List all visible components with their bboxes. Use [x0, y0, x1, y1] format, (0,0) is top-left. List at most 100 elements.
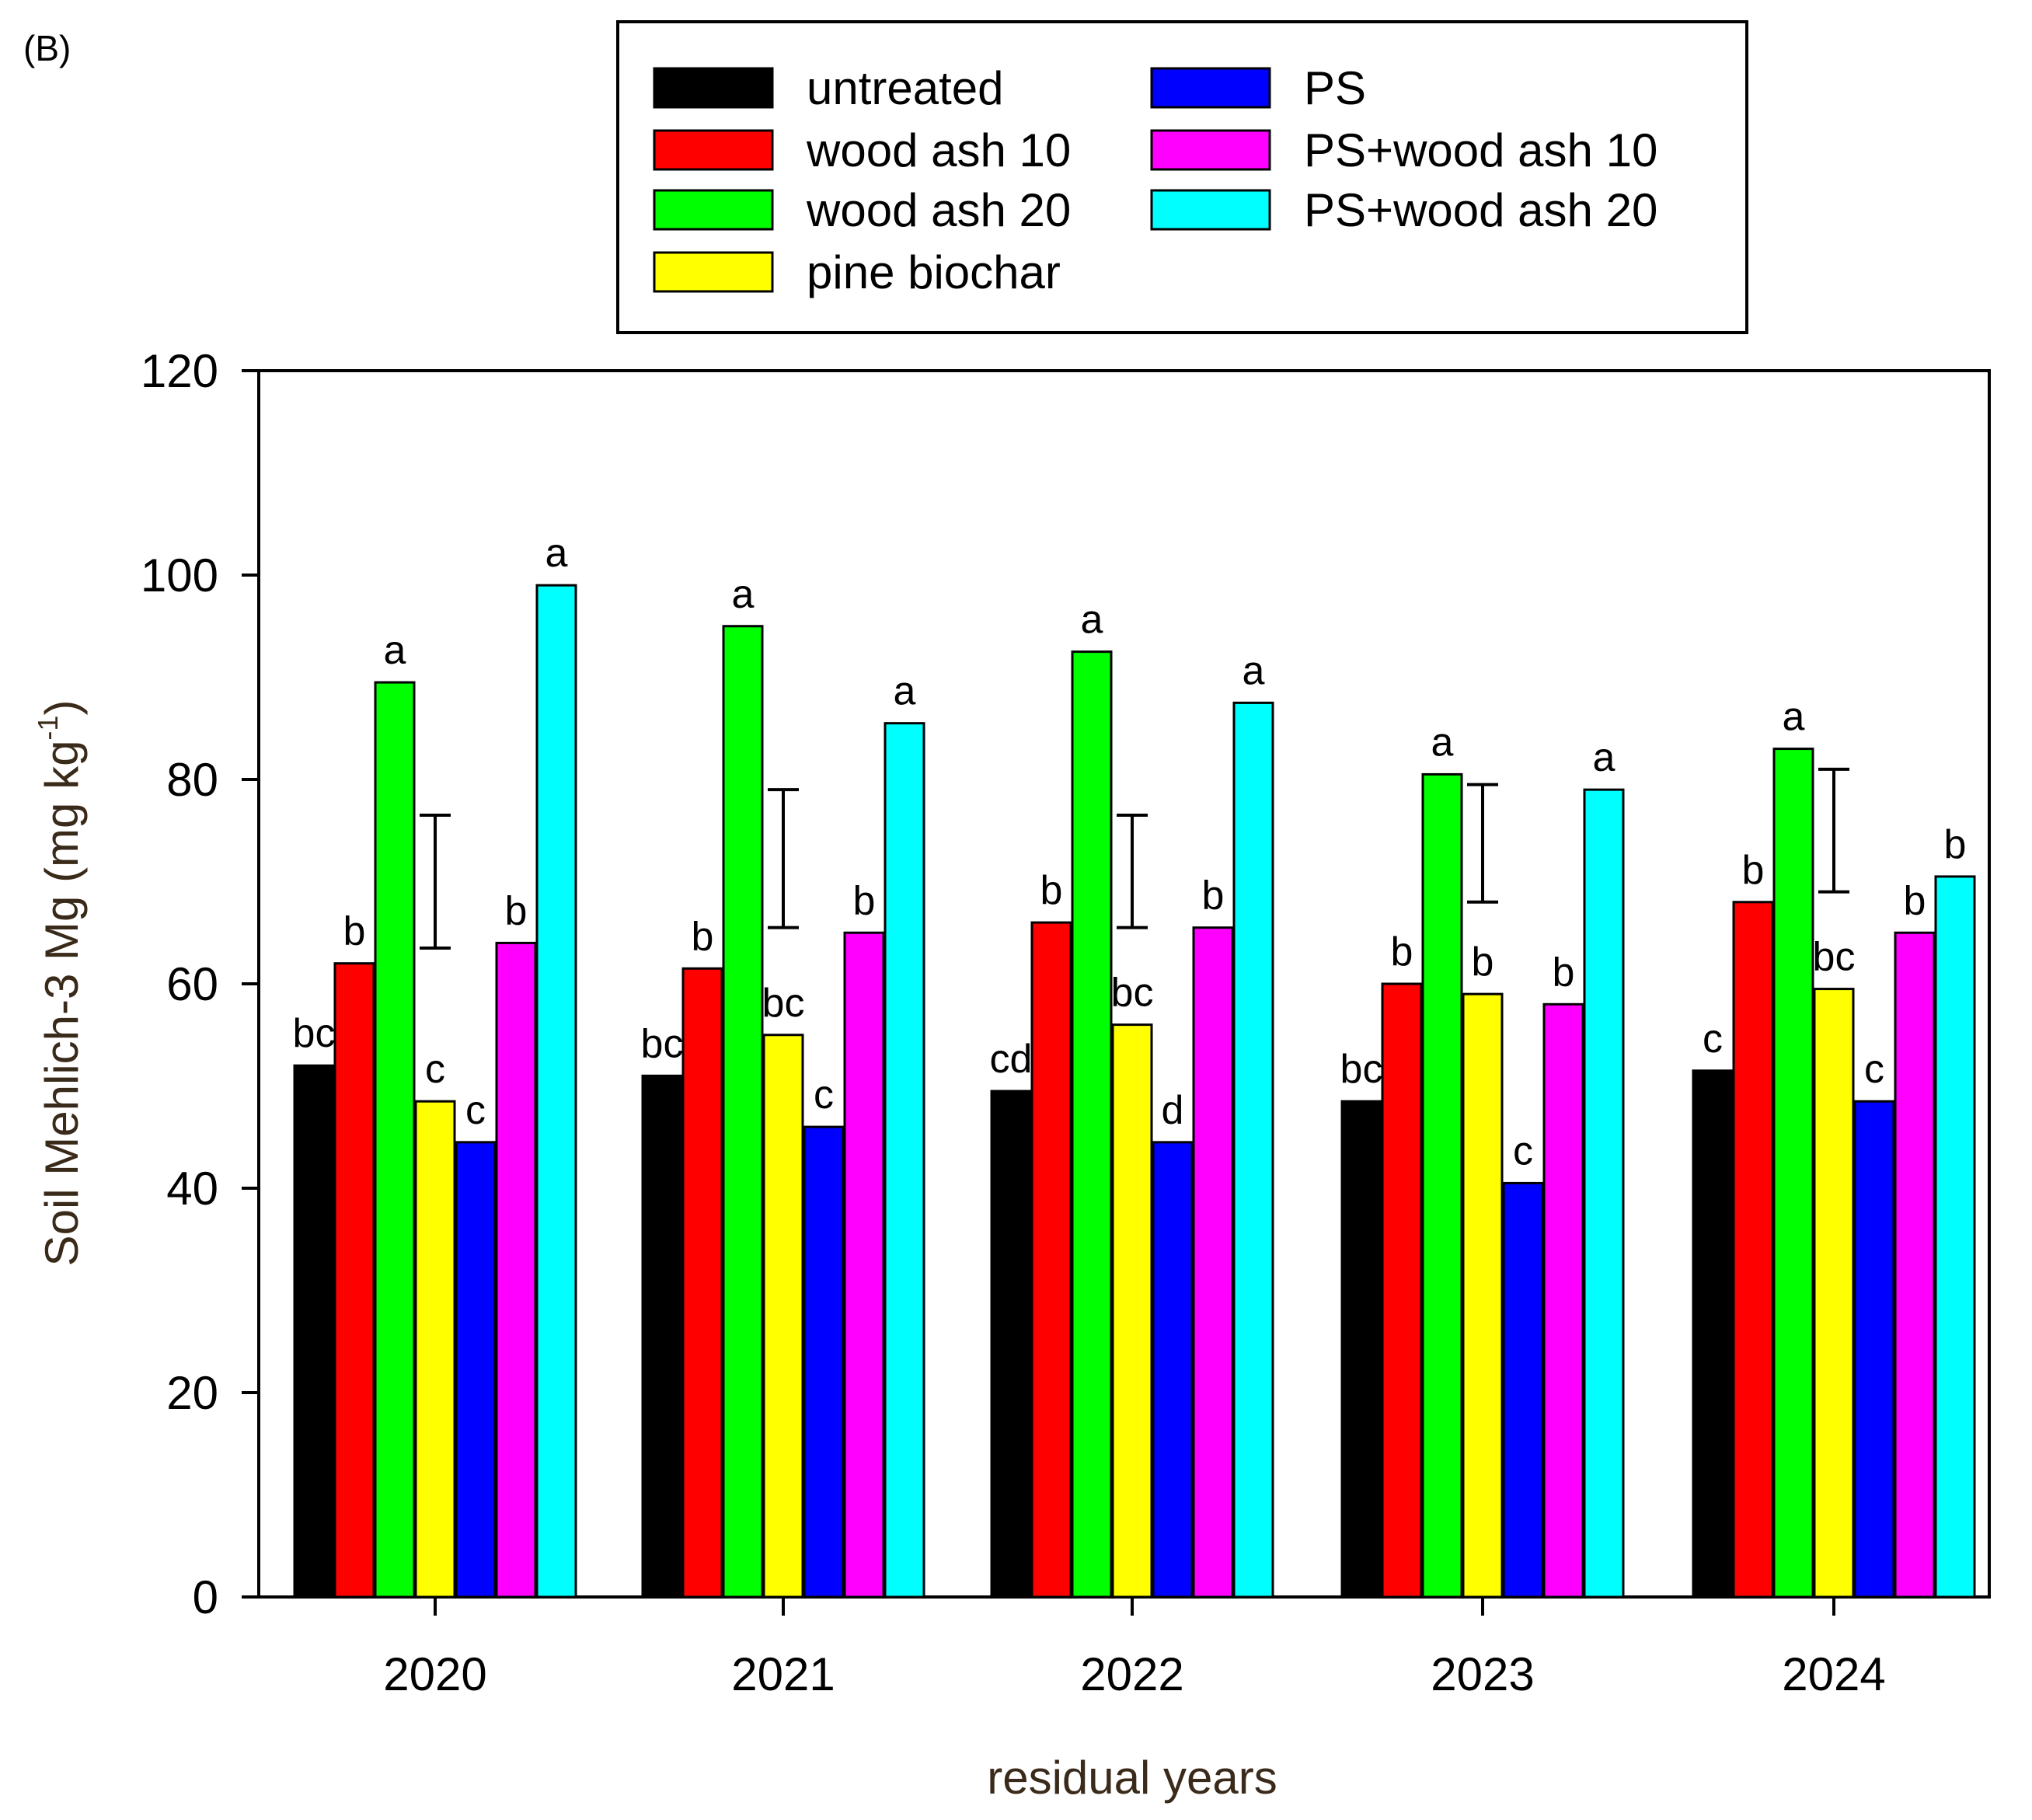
bar-ps-2023	[1502, 1181, 1544, 1599]
bar-untreated-2020	[293, 1064, 335, 1599]
bar-wood-ash-20-2023	[1421, 772, 1463, 1599]
legend-item-wood-ash-10: wood ash 10	[653, 124, 1071, 176]
bar-label-wood-ash-10-2021: b	[692, 914, 714, 959]
bar-label-wood-ash-20-2023: a	[1431, 720, 1454, 765]
bar-label-ps-wood-ash-20-2022: a	[1243, 648, 1265, 693]
bar-label-ps-2022: d	[1162, 1088, 1184, 1133]
x-tick-label-2024: 2024	[1782, 1648, 1885, 1700]
bar-label-ps-wood-ash-10-2022: b	[1202, 873, 1225, 919]
bar-label-ps-wood-ash-20-2024: b	[1944, 822, 1967, 867]
bar-pine-biochar-2024	[1813, 988, 1855, 1599]
bar-ps-wood-ash-20-2021	[884, 722, 925, 1599]
bar-label-pine-biochar-2024: bc	[1813, 935, 1856, 980]
bar-pine-biochar-2021	[762, 1034, 804, 1599]
bar-pine-biochar-2020	[414, 1100, 456, 1599]
bar-ps-wood-ash-10-2021	[843, 931, 885, 1599]
bar-ps-wood-ash-10-2023	[1542, 1002, 1584, 1599]
bar-label-ps-wood-ash-20-2020: a	[545, 531, 568, 576]
bar-label-ps-2020: c	[465, 1088, 486, 1133]
bar-ps-wood-ash-10-2022	[1192, 926, 1234, 1599]
x-tick-label-2023: 2023	[1431, 1648, 1534, 1700]
bar-label-untreated-2022: cd	[990, 1037, 1033, 1082]
bar-untreated-2023	[1340, 1100, 1382, 1599]
legend-swatch-ps-wood-ash-20	[1150, 189, 1271, 231]
y-tick-label: 20	[166, 1367, 218, 1419]
bar-ps-wood-ash-20-2020	[535, 584, 577, 1599]
bar-label-pine-biochar-2022: bc	[1111, 971, 1154, 1016]
bar-ps-2024	[1853, 1100, 1895, 1599]
bar-label-wood-ash-10-2023: b	[1391, 929, 1413, 975]
bar-label-ps-wood-ash-10-2020: b	[505, 888, 528, 933]
y-tick-label: 100	[141, 549, 218, 601]
bar-ps-wood-ash-20-2023	[1583, 788, 1625, 1599]
bar-untreated-2021	[641, 1074, 683, 1599]
bar-label-wood-ash-20-2021: a	[732, 572, 755, 617]
legend-label-ps: PS	[1304, 62, 1366, 114]
bar-ps-wood-ash-20-2024	[1934, 875, 1976, 1599]
bar-ps-wood-ash-10-2020	[495, 941, 537, 1599]
bar-label-pine-biochar-2021: bc	[762, 981, 805, 1026]
bar-untreated-2022	[990, 1090, 1032, 1599]
legend-label-pine-biochar: pine biochar	[807, 246, 1061, 298]
lsd-bar-2021	[768, 788, 799, 929]
legend-label-wood-ash-20: wood ash 20	[806, 184, 1071, 236]
bar-label-ps-wood-ash-10-2023: b	[1553, 950, 1575, 995]
legend-swatch-ps	[1150, 67, 1271, 109]
y-tick-label: 0	[193, 1571, 218, 1623]
bars	[293, 584, 1976, 1599]
bar-label-wood-ash-10-2022: b	[1040, 868, 1063, 913]
x-axis-label: residual years	[987, 1752, 1277, 1804]
bar-label-ps-wood-ash-10-2021: b	[853, 878, 876, 923]
legend-item-untreated: untreated	[653, 62, 1004, 114]
bar-label-ps-2023: c	[1513, 1128, 1533, 1173]
legend-item-ps-wood-ash-10: PS+wood ash 10	[1150, 124, 1657, 176]
bar-label-wood-ash-10-2024: b	[1742, 848, 1765, 893]
bar-wood-ash-10-2024	[1732, 901, 1774, 1599]
lsd-bars	[420, 767, 1849, 950]
bar-ps-2022	[1152, 1141, 1194, 1599]
lsd-bar-2023	[1467, 783, 1498, 904]
legend-swatch-untreated	[653, 67, 774, 109]
bar-label-wood-ash-20-2020: a	[384, 628, 406, 673]
bar-ps-wood-ash-20-2022	[1232, 701, 1274, 1599]
lsd-bar-2022	[1117, 814, 1148, 929]
bar-wood-ash-20-2022	[1071, 650, 1113, 1599]
bar-label-ps-wood-ash-10-2024: b	[1904, 878, 1926, 923]
legend: untreated wood ash 10 wood ash 20 pine bioc…	[616, 20, 1748, 334]
bar-pine-biochar-2022	[1111, 1023, 1153, 1599]
legend-label-ps-wood-ash-20: PS+wood ash 20	[1304, 184, 1657, 236]
x-axis: 2020 2021 2022 2023 2024	[383, 1597, 1886, 1700]
x-tick-label-2021: 2021	[731, 1648, 835, 1700]
y-axis: 0 20 40 60 80 100 120	[141, 345, 259, 1623]
bar-label-untreated-2024: c	[1703, 1016, 1723, 1062]
panel-label: (B)	[23, 28, 71, 68]
bar-label-wood-ash-10-2020: b	[343, 909, 366, 954]
legend-swatch-ps-wood-ash-10	[1150, 129, 1271, 171]
bar-ps-wood-ash-10-2024	[1894, 931, 1936, 1599]
bar-pine-biochar-2023	[1462, 992, 1504, 1599]
lsd-bar-2024	[1818, 767, 1849, 894]
y-axis-label-main: Soil Mehlich-3 Mg (mg kg	[36, 741, 88, 1267]
bar-wood-ash-10-2022	[1030, 921, 1072, 1599]
bar-wood-ash-10-2020	[333, 962, 375, 1599]
bar-label-ps-wood-ash-20-2023: a	[1593, 735, 1615, 780]
bar-wood-ash-20-2024	[1772, 748, 1814, 1599]
legend-swatch-pine-biochar	[653, 251, 774, 293]
y-tick-label: 80	[166, 754, 218, 806]
bar-ps-2020	[455, 1141, 497, 1599]
x-tick-label-2022: 2022	[1080, 1648, 1183, 1700]
legend-label-wood-ash-10: wood ash 10	[806, 124, 1071, 176]
legend-swatch-wood-ash-20	[653, 189, 774, 231]
y-tick-label: 60	[166, 958, 218, 1010]
bar-wood-ash-10-2021	[681, 967, 723, 1599]
bar-label-pine-biochar-2020: c	[425, 1047, 445, 1092]
bar-label-wood-ash-20-2024: a	[1783, 695, 1805, 740]
legend-label-untreated: untreated	[807, 62, 1004, 114]
legend-label-ps-wood-ash-10: PS+wood ash 10	[1304, 124, 1657, 176]
y-axis-label: Soil Mehlich-3 Mg (mg kg-1)	[32, 700, 88, 1267]
x-tick-label-2020: 2020	[383, 1648, 486, 1700]
bar-label-untreated-2021: bc	[641, 1021, 684, 1066]
y-axis-label-sup: -1	[32, 716, 64, 741]
